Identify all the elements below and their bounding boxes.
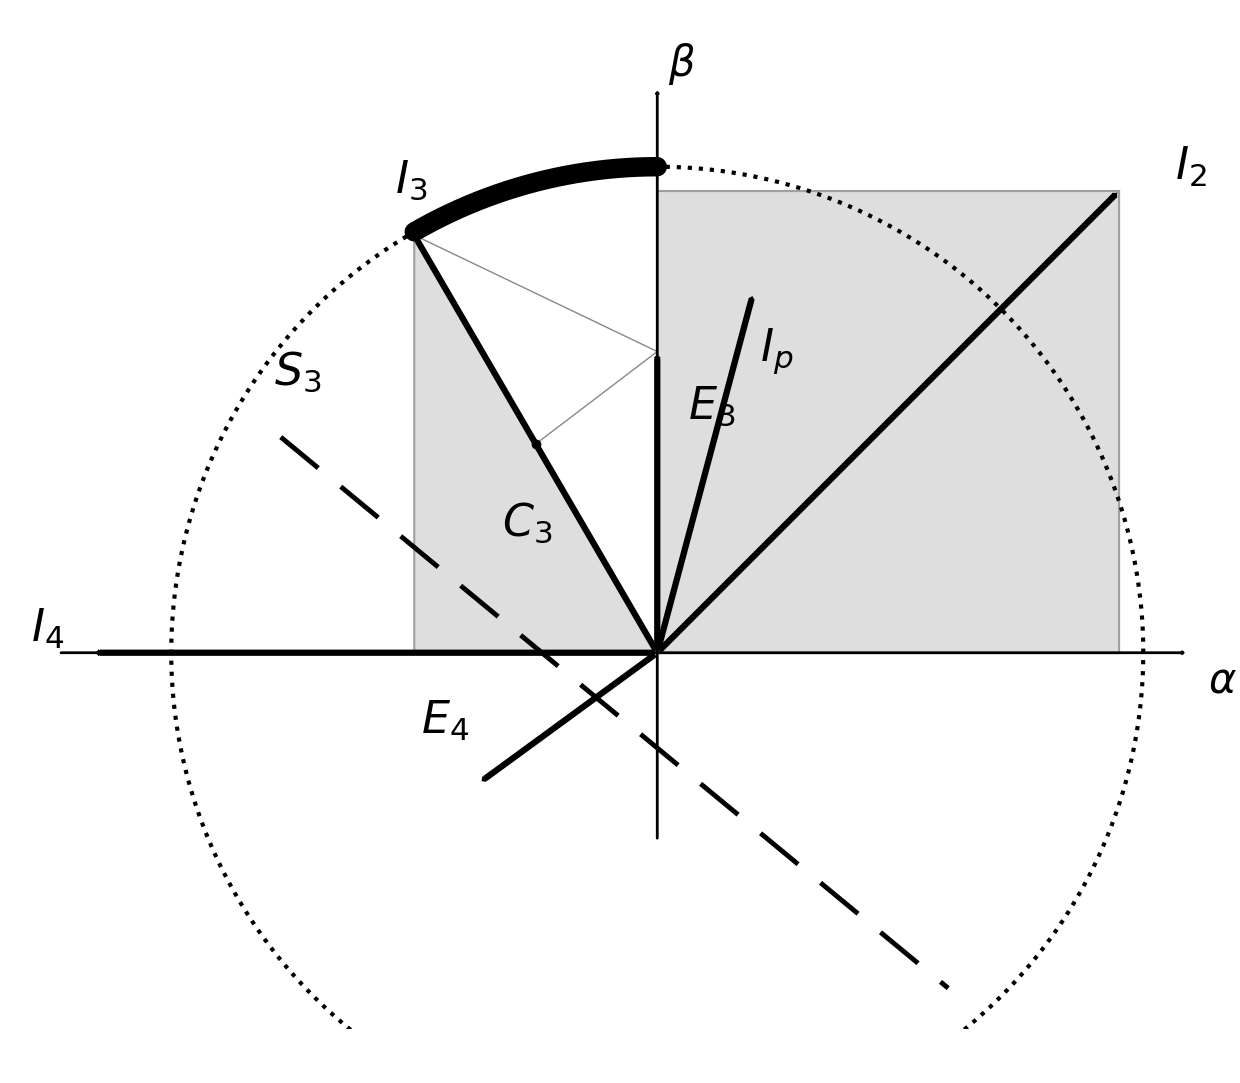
Text: $C_3$: $C_3$ <box>502 500 552 545</box>
Text: $I_4$: $I_4$ <box>31 606 64 651</box>
Text: $\alpha$: $\alpha$ <box>1208 660 1236 701</box>
Text: $E_4$: $E_4$ <box>420 700 469 743</box>
Polygon shape <box>657 191 1120 653</box>
Text: $I_p$: $I_p$ <box>760 327 794 377</box>
Text: $S_3$: $S_3$ <box>274 350 321 394</box>
Text: $I_3$: $I_3$ <box>394 158 427 203</box>
Polygon shape <box>414 235 657 653</box>
Text: $\beta$: $\beta$ <box>667 41 694 87</box>
Text: $I_2$: $I_2$ <box>1176 145 1207 188</box>
Text: $E_3$: $E_3$ <box>688 384 735 428</box>
